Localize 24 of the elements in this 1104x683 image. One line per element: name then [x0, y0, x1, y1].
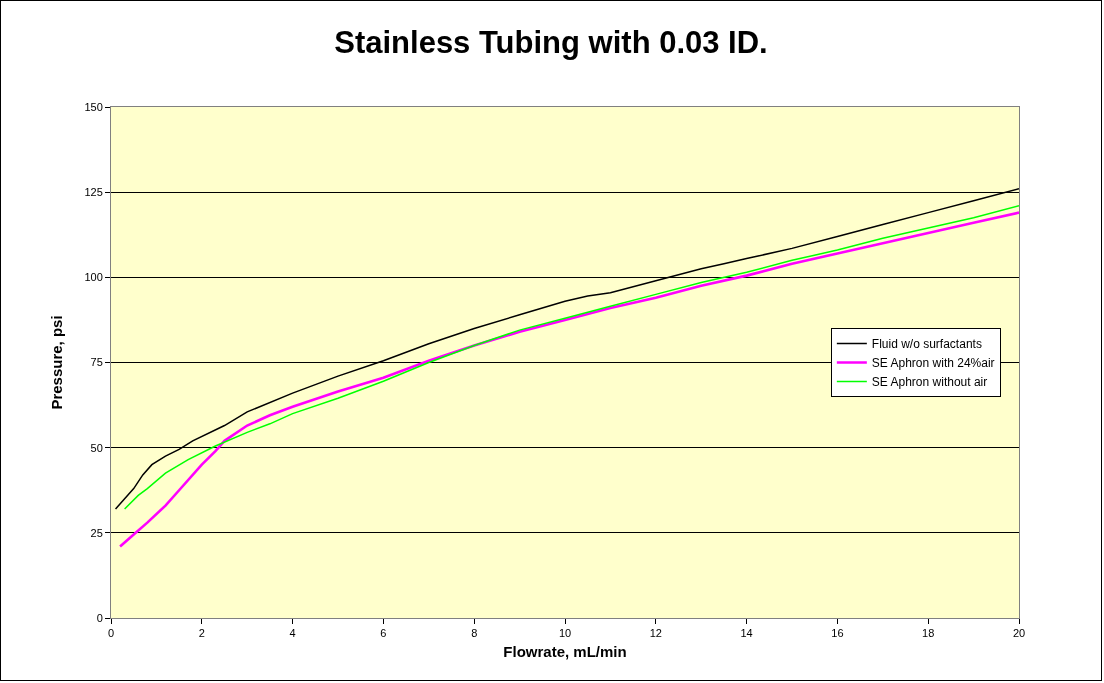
x-tick-label: 2	[198, 627, 205, 640]
y-tick-label: 50	[90, 441, 103, 454]
x-tick-label: 6	[380, 627, 387, 640]
x-tick-label: 16	[831, 627, 844, 640]
legend-label: SE Aphron with 24%air	[871, 356, 995, 371]
x-axis-title: Flowrate, mL/min	[503, 643, 627, 661]
x-tick-label: 12	[649, 627, 662, 640]
y-tick-label: 75	[90, 356, 103, 369]
x-tick-label: 0	[107, 627, 115, 640]
legend-label: Fluid w/o surfactants	[871, 337, 982, 352]
y-axis-title: Pressure, psi	[47, 315, 65, 410]
x-tick-label: 8	[471, 627, 478, 640]
y-tick-label: 125	[84, 186, 103, 199]
chart-title: Stainless Tubing with 0.03 ID.	[334, 25, 768, 61]
x-tick-label: 18	[922, 627, 935, 640]
y-tick-label: 150	[84, 100, 103, 113]
x-tick-label: 10	[558, 627, 572, 640]
x-tick-label: 14	[740, 627, 753, 640]
legend-label: SE Aphron without air	[871, 375, 988, 390]
y-tick-label: 100	[84, 271, 103, 284]
y-tick-label: 25	[90, 526, 103, 539]
x-tick-label: 20	[1012, 627, 1026, 640]
x-tick-label: 4	[289, 627, 296, 640]
y-tick-label: 0	[96, 611, 103, 624]
